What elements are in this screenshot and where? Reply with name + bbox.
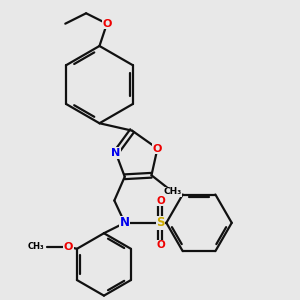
Text: CH₃: CH₃ xyxy=(28,242,44,251)
Text: O: O xyxy=(102,19,112,29)
Text: CH₃: CH₃ xyxy=(163,187,182,196)
Text: O: O xyxy=(64,242,73,252)
Text: N: N xyxy=(120,216,130,229)
Text: O: O xyxy=(153,143,162,154)
Text: N: N xyxy=(111,148,120,158)
Text: S: S xyxy=(156,216,165,229)
Text: O: O xyxy=(156,240,165,250)
Text: O: O xyxy=(156,196,165,206)
